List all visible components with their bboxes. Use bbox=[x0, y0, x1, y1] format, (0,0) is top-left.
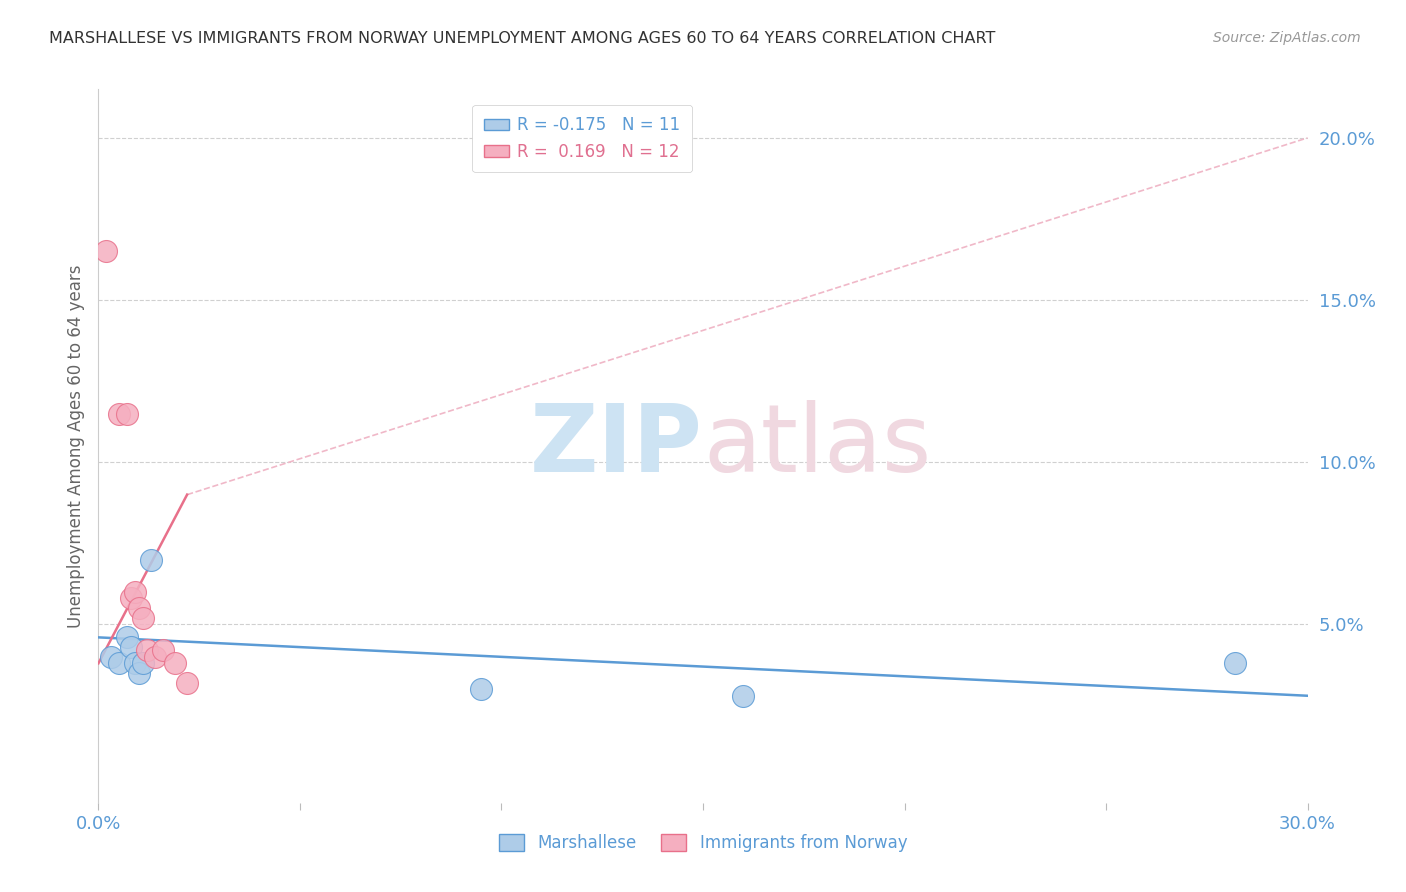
Point bbox=[107, 407, 129, 421]
Point bbox=[143, 649, 166, 664]
Point bbox=[132, 657, 155, 671]
Text: atlas: atlas bbox=[703, 400, 931, 492]
Legend: Marshallese, Immigrants from Norway: Marshallese, Immigrants from Norway bbox=[492, 827, 914, 859]
Point bbox=[120, 591, 142, 606]
Text: Source: ZipAtlas.com: Source: ZipAtlas.com bbox=[1213, 31, 1361, 45]
Point bbox=[107, 657, 129, 671]
Point bbox=[1223, 657, 1246, 671]
Point bbox=[128, 666, 150, 681]
Point bbox=[135, 643, 157, 657]
Point bbox=[470, 682, 492, 697]
Point bbox=[152, 643, 174, 657]
Point bbox=[176, 675, 198, 690]
Point bbox=[128, 601, 150, 615]
Point bbox=[96, 244, 118, 259]
Point bbox=[163, 657, 186, 671]
Point bbox=[115, 407, 138, 421]
Text: ZIP: ZIP bbox=[530, 400, 703, 492]
Text: MARSHALLESE VS IMMIGRANTS FROM NORWAY UNEMPLOYMENT AMONG AGES 60 TO 64 YEARS COR: MARSHALLESE VS IMMIGRANTS FROM NORWAY UN… bbox=[49, 31, 995, 46]
Point bbox=[132, 611, 155, 625]
Point bbox=[115, 631, 138, 645]
Point bbox=[100, 649, 122, 664]
Point bbox=[139, 552, 162, 566]
Point bbox=[124, 585, 146, 599]
Point bbox=[120, 640, 142, 654]
Point bbox=[733, 689, 755, 703]
Y-axis label: Unemployment Among Ages 60 to 64 years: Unemployment Among Ages 60 to 64 years bbox=[66, 264, 84, 628]
Point bbox=[124, 657, 146, 671]
